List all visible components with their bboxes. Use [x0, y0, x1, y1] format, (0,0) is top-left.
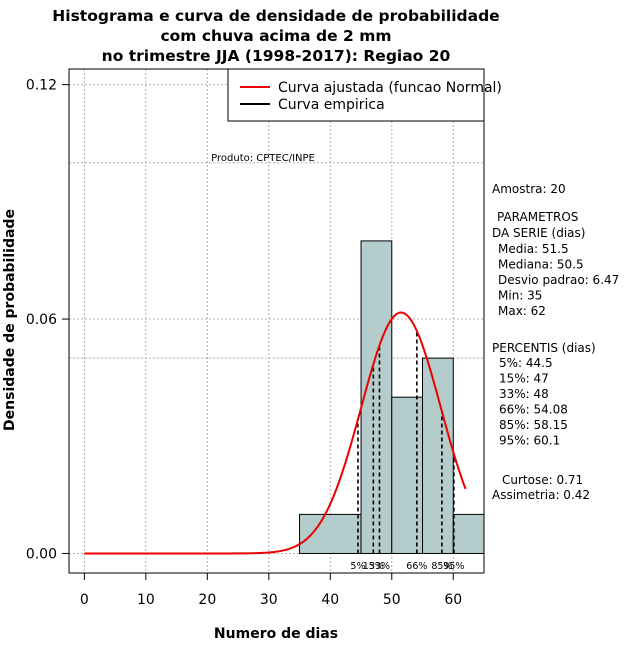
param-line: Min: 35 — [498, 289, 542, 303]
x-tick-label: 40 — [321, 592, 339, 608]
histogram-bars — [299, 240, 485, 554]
percentile-markers: 5%15%33% 66% 85%95% — [350, 330, 464, 572]
legend-label: Curva empirica — [278, 97, 385, 113]
y-axis-title: Densidade de probabilidade — [2, 209, 18, 431]
histogram-bar — [360, 240, 393, 554]
percentile-label: 33% — [369, 561, 390, 572]
density-curve — [84, 311, 467, 555]
x-tick-label: 20 — [198, 592, 216, 608]
title-line: Histograma e curva de densidade de proba… — [52, 7, 499, 25]
curtose-line: Curtose: 0.71 — [502, 473, 583, 487]
title-line: no trimestre JJA (1998-2017): Regiao 20 — [102, 47, 451, 65]
axes: 0 10 20 30 40 50 60 0.00 0.06 0.12 — [26, 78, 462, 608]
params-header: PARAMETROS — [497, 210, 578, 224]
x-tick-label: 10 — [137, 592, 155, 608]
param-line: Media: 51.5 — [498, 242, 569, 256]
x-tick-label: 30 — [260, 592, 278, 608]
legend-label: Curva ajustada (funcao Normal) — [278, 80, 502, 96]
x-tick-label: 50 — [383, 592, 401, 608]
side-panel: Amostra: 20 PARAMETROS DA SERIE (dias) Medi… — [492, 182, 619, 502]
histogram-bar — [422, 357, 454, 554]
param-line: Max: 62 — [498, 304, 546, 318]
percentis-header: PERCENTIS (dias) — [492, 341, 596, 355]
legend-box — [227, 68, 485, 122]
percentil-line: 66%: 54.08 — [499, 403, 568, 417]
normal-curve-line — [84, 311, 467, 555]
product-label: Produto: CPTEC/INPE — [211, 153, 315, 164]
percentil-line: 95%: 60.1 — [499, 434, 560, 448]
y-tick-label: 0.06 — [26, 312, 57, 328]
chart-title: Histograma e curva de densidade de proba… — [52, 7, 499, 65]
percentile-label: 66% — [406, 561, 427, 572]
x-tick-label: 0 — [80, 592, 89, 608]
histogram-bar — [391, 396, 424, 554]
percentil-line: 15%: 47 — [499, 372, 549, 386]
percentile-label: 15% — [363, 561, 384, 572]
y-tick-label: 0.00 — [26, 546, 57, 562]
histogram-bar — [452, 513, 485, 554]
percentile-label: 5% — [350, 561, 365, 572]
x-tick-label: 60 — [444, 592, 462, 608]
percentil-line: 5%: 44.5 — [499, 356, 553, 370]
param-line: Mediana: 50.5 — [498, 258, 584, 272]
param-line: Desvio padrao: 6.47 — [498, 273, 619, 287]
assimetria-line: Assimetria: 0.42 — [492, 488, 590, 502]
params-header-sub: DA SERIE (dias) — [492, 226, 585, 240]
x-axis-title: Numero de dias — [214, 626, 338, 642]
percentil-line: 33%: 48 — [499, 387, 549, 401]
sample-size: Amostra: 20 — [492, 182, 566, 196]
legend: Curva ajustada (funcao Normal)Curva empi… — [227, 68, 502, 122]
title-line: com chuva acima de 2 mm — [160, 27, 391, 45]
percentil-line: 85%: 58.15 — [499, 418, 568, 432]
y-tick-label: 0.12 — [26, 78, 57, 94]
percentile-label: 95% — [443, 561, 464, 572]
percentile-label: 85% — [431, 561, 452, 572]
histogram-bar — [299, 513, 362, 554]
